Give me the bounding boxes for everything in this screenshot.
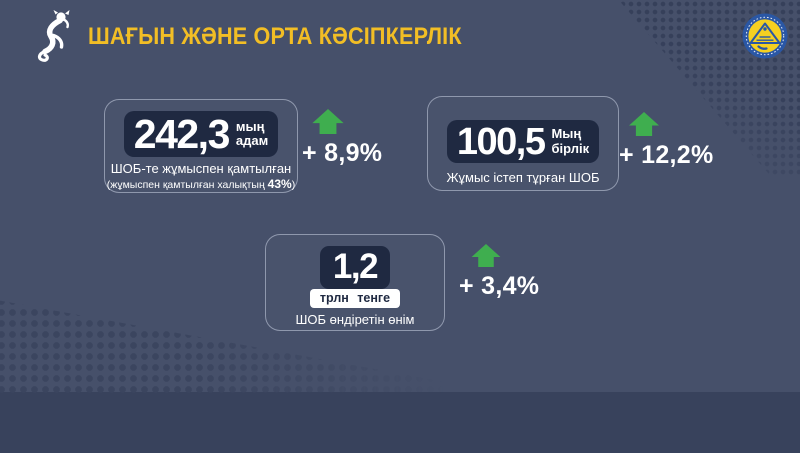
growth-value: + 12,2% bbox=[619, 141, 714, 169]
stat-label: ШОБ-те жұмыспен қамтылған bbox=[110, 161, 292, 176]
stat-label: ШОБ өндіретін өнім bbox=[295, 312, 415, 327]
stat-label: Жұмыс істеп тұрған ШОБ bbox=[446, 170, 600, 185]
stat-value: 1,2 bbox=[332, 247, 379, 286]
state-emblem-icon bbox=[742, 13, 788, 59]
stat-unit: Мың бірлік bbox=[551, 126, 590, 156]
page-title: ШАҒЫН ЖӘНЕ ОРТА КӘСІПКЕРЛІК bbox=[88, 23, 462, 50]
footer-band bbox=[0, 392, 800, 453]
arrow-up-icon bbox=[471, 244, 501, 267]
growth-value: + 8,9% bbox=[302, 139, 383, 167]
stat-card-employment: 242,3 мың адам ШОБ-те жұмыспен қамтылған… bbox=[104, 99, 298, 193]
value-badge: 1,2 bbox=[319, 246, 391, 289]
growth-value: + 3,4% bbox=[459, 272, 540, 300]
value-badge: 242,3 мың адам bbox=[123, 110, 279, 157]
arrow-up-icon bbox=[629, 112, 659, 136]
stat-unit: мың адам bbox=[235, 118, 269, 148]
growth-indicator-output: + 3,4% bbox=[459, 244, 539, 301]
stat-note: (жұмыспен қамтылған халықтың 43%) bbox=[106, 177, 296, 191]
stat-note-value: 43% bbox=[267, 177, 292, 191]
stat-card-output: 1,2 трлн тенге ШОБ өндіретін өнім bbox=[265, 234, 445, 331]
snow-leopard-icon bbox=[37, 10, 70, 62]
stat-card-active-smb: 100,5 Мың бірлік Жұмыс істеп тұрған ШОБ bbox=[427, 96, 619, 191]
growth-indicator-employment: + 8,9% bbox=[302, 109, 382, 168]
value-badge: 100,5 Мың бірлік bbox=[446, 120, 600, 163]
arrow-up-icon bbox=[312, 109, 344, 134]
growth-indicator-active-smb: + 12,2% bbox=[619, 112, 714, 170]
stat-value: 100,5 bbox=[456, 120, 546, 163]
stat-value: 242,3 bbox=[133, 110, 231, 157]
stat-unit-badge: трлн тенге bbox=[309, 289, 401, 308]
